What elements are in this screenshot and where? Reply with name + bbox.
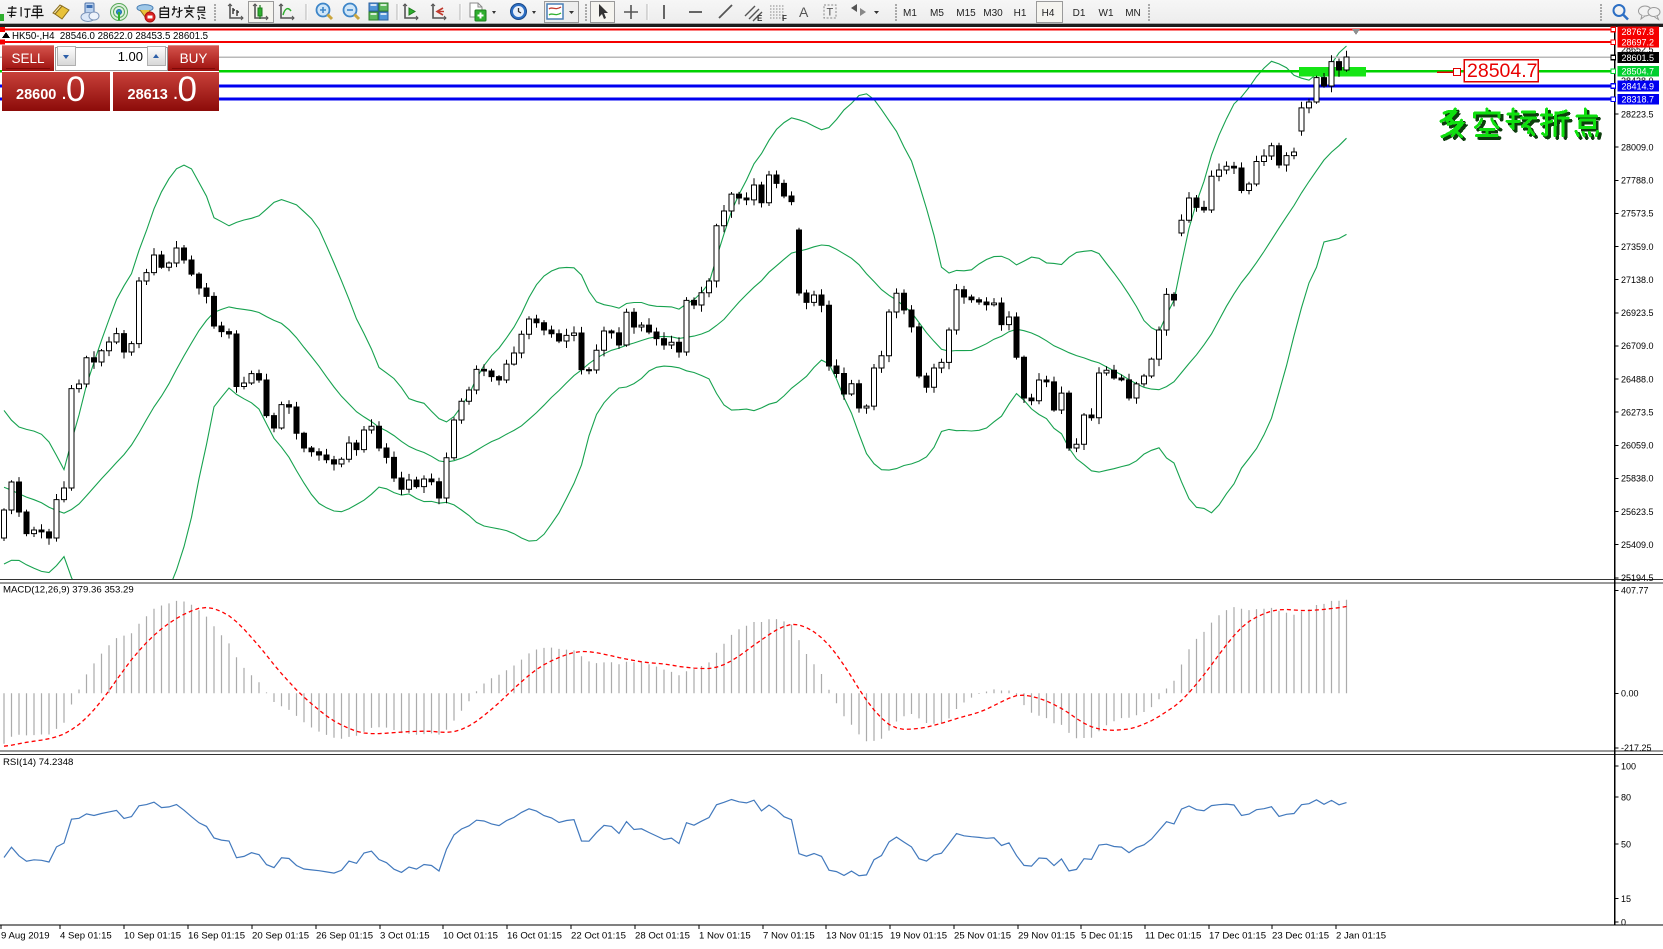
svg-text:10 Sep 01:15: 10 Sep 01:15: [124, 931, 181, 942]
svg-text:H1: H1: [1014, 8, 1027, 19]
svg-text:28601.5: 28601.5: [1622, 53, 1655, 63]
svg-text:2 Jan 01:15: 2 Jan 01:15: [1336, 931, 1386, 942]
svg-text:4 Sep 01:15: 4 Sep 01:15: [60, 931, 112, 942]
svg-text:HK50-,H4 28546.0 28622.0 2845: HK50-,H4 28546.0 28622.0 28453.5 28601.5: [12, 31, 208, 42]
svg-text:-217.25: -217.25: [1621, 743, 1652, 753]
svg-text:27138.0: 27138.0: [1621, 275, 1654, 285]
svg-text:26488.0: 26488.0: [1621, 374, 1654, 384]
svg-text:W1: W1: [1099, 8, 1114, 19]
svg-text:28414.9: 28414.9: [1622, 81, 1655, 91]
svg-text:22 Oct 01:15: 22 Oct 01:15: [571, 931, 626, 942]
svg-text:100: 100: [1621, 761, 1636, 771]
svg-text:F: F: [782, 14, 787, 23]
svg-text:28697.2: 28697.2: [1622, 38, 1655, 48]
svg-text:25194.5: 25194.5: [1621, 573, 1654, 583]
svg-text:20 Sep 01:15: 20 Sep 01:15: [252, 931, 309, 942]
svg-text:MACD(12,26,9) 379.36 353.29: MACD(12,26,9) 379.36 353.29: [3, 585, 134, 596]
svg-text:M5: M5: [930, 8, 944, 19]
svg-text:17 Dec 01:15: 17 Dec 01:15: [1209, 931, 1266, 942]
svg-text:25 Nov 01:15: 25 Nov 01:15: [954, 931, 1011, 942]
svg-text:7 Nov 01:15: 7 Nov 01:15: [763, 931, 815, 942]
svg-text:50: 50: [1621, 839, 1631, 849]
svg-text:9 Aug 2019: 9 Aug 2019: [1, 931, 50, 942]
svg-text:E: E: [757, 14, 763, 23]
svg-text:80: 80: [1621, 793, 1631, 803]
svg-text:A: A: [799, 4, 809, 20]
svg-text:19 Nov 01:15: 19 Nov 01:15: [890, 931, 947, 942]
svg-text:M15: M15: [956, 8, 976, 19]
svg-text:13 Nov 01:15: 13 Nov 01:15: [826, 931, 883, 942]
svg-text:26709.0: 26709.0: [1621, 341, 1654, 351]
svg-text:15: 15: [1621, 894, 1631, 904]
svg-text:25409.0: 25409.0: [1621, 540, 1654, 550]
svg-text:28504.7: 28504.7: [1467, 60, 1538, 82]
svg-text:10 Oct 01:15: 10 Oct 01:15: [443, 931, 498, 942]
svg-text:5 Dec 01:15: 5 Dec 01:15: [1081, 931, 1133, 942]
svg-text:26273.5: 26273.5: [1621, 408, 1654, 418]
svg-text:0.00: 0.00: [1621, 689, 1639, 699]
svg-text:28 Oct 01:15: 28 Oct 01:15: [635, 931, 690, 942]
svg-text:27788.0: 27788.0: [1621, 176, 1654, 186]
svg-text:M30: M30: [983, 8, 1003, 19]
svg-text:28223.5: 28223.5: [1621, 109, 1654, 119]
svg-text:26059.0: 26059.0: [1621, 441, 1654, 451]
svg-text:MN: MN: [1125, 8, 1141, 19]
svg-text:16 Sep 01:15: 16 Sep 01:15: [188, 931, 245, 942]
svg-text:28318.7: 28318.7: [1622, 95, 1655, 105]
svg-text:D1: D1: [1073, 8, 1086, 19]
svg-text:26923.5: 26923.5: [1621, 308, 1654, 318]
svg-text:28767.8: 28767.8: [1622, 27, 1655, 37]
svg-text:25838.0: 25838.0: [1621, 474, 1654, 484]
svg-text:28504.7: 28504.7: [1622, 67, 1655, 77]
svg-text:28009.0: 28009.0: [1621, 142, 1654, 152]
svg-text:T: T: [827, 7, 834, 19]
svg-text:16 Oct 01:15: 16 Oct 01:15: [507, 931, 562, 942]
svg-text:11 Dec 01:15: 11 Dec 01:15: [1145, 931, 1201, 942]
svg-text:26 Sep 01:15: 26 Sep 01:15: [316, 931, 373, 942]
svg-text:M1: M1: [903, 8, 917, 19]
svg-text:27359.0: 27359.0: [1621, 242, 1654, 252]
svg-text:29 Nov 01:15: 29 Nov 01:15: [1018, 931, 1075, 942]
svg-text:RSI(14) 74.2348: RSI(14) 74.2348: [3, 757, 73, 768]
svg-text:28652.5: 28652.5: [1621, 45, 1654, 55]
svg-text:H4: H4: [1042, 8, 1055, 19]
svg-text:23 Dec 01:15: 23 Dec 01:15: [1272, 931, 1329, 942]
svg-text:0: 0: [1621, 917, 1626, 927]
svg-text:27573.5: 27573.5: [1621, 209, 1654, 219]
svg-text:407.77: 407.77: [1621, 586, 1649, 596]
svg-text:1 Nov 01:15: 1 Nov 01:15: [699, 931, 751, 942]
svg-text:3 Oct 01:15: 3 Oct 01:15: [380, 931, 430, 942]
svg-text:25623.5: 25623.5: [1621, 507, 1654, 517]
